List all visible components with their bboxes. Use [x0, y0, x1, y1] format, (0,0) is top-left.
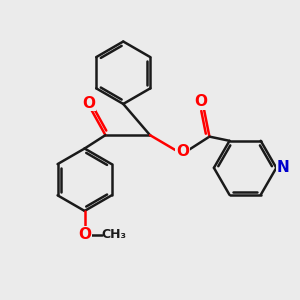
Text: O: O: [82, 95, 96, 110]
Text: O: O: [194, 94, 207, 109]
Text: O: O: [176, 144, 189, 159]
Text: O: O: [78, 227, 91, 242]
Text: N: N: [277, 160, 289, 175]
Text: CH₃: CH₃: [102, 228, 127, 241]
